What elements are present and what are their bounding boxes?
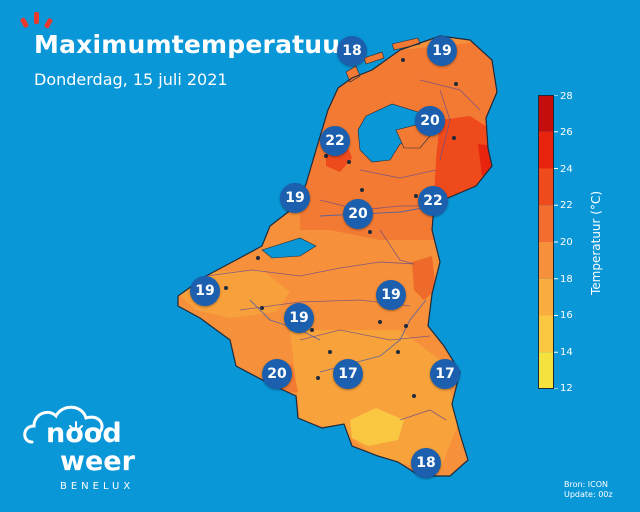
city-dot [347, 160, 351, 164]
logo-word-weer: weer [60, 446, 135, 477]
city-dot [368, 230, 372, 234]
map-date: Donderdag, 15 juli 2021 [34, 70, 228, 89]
colorbar-tick-label: 12 [560, 383, 573, 394]
temp-marker[interactable]: 22 [418, 186, 448, 216]
temp-marker[interactable]: 19 [280, 183, 310, 213]
temp-marker[interactable]: 19 [284, 303, 314, 333]
colorbar-segment [538, 205, 554, 242]
noodweer-logo[interactable]: nood weer BENELUX [20, 398, 150, 498]
colorbar-tick-label: 16 [560, 310, 573, 321]
temp-marker[interactable]: 22 [320, 126, 350, 156]
temp-zone-20-22-meuse [412, 256, 436, 300]
island-texel [345, 65, 361, 83]
borders [205, 79, 481, 421]
source-model: Bron: ICON [564, 480, 609, 489]
colorbar-segment [538, 315, 554, 353]
city-dot [396, 350, 400, 354]
temp-marker[interactable]: 19 [190, 276, 220, 306]
colorbar-tick-label: 22 [560, 200, 573, 211]
zeeland-water [261, 237, 317, 259]
city-dot [328, 350, 332, 354]
temp-marker[interactable]: 20 [343, 199, 373, 229]
colorbar-tick-label: 14 [560, 347, 573, 358]
city-dot [260, 306, 264, 310]
colorbar-segment [538, 242, 554, 279]
temp-marker[interactable]: 18 [337, 36, 367, 66]
map-title: Maximumtemperatuur [34, 30, 353, 59]
temp-marker[interactable]: 18 [411, 448, 441, 478]
city-dot [452, 136, 456, 140]
temp-marker[interactable]: 20 [262, 359, 292, 389]
island-terschelling [391, 37, 421, 51]
brand-mark-icon [20, 12, 53, 29]
colorbar-tick-label: 26 [560, 127, 573, 138]
river-waal [319, 205, 435, 217]
city-dot [414, 194, 418, 198]
border-nl-be [205, 261, 415, 277]
city-dot [378, 320, 382, 324]
temp-marker[interactable]: 19 [376, 280, 406, 310]
colorbar-frame [538, 95, 554, 389]
temp-marker[interactable]: 19 [427, 36, 457, 66]
city-dot [401, 58, 405, 62]
temp-zone-22-24-east [434, 116, 496, 200]
city-dot [360, 188, 364, 192]
city-dot [324, 154, 328, 158]
border-drenthe [439, 89, 451, 161]
colorbar-tick-label: 24 [560, 164, 573, 175]
logo-word-benelux: BENELUX [60, 481, 135, 492]
city-dot [310, 328, 314, 332]
border-brabant-limburg [379, 229, 415, 265]
source-update: Update: 00z [564, 490, 613, 499]
city-dot [454, 82, 458, 86]
colorbar-segment [538, 95, 554, 132]
data-source: Bron: ICON Update: 00z [564, 480, 613, 500]
temperature-colorbar [538, 95, 558, 389]
colorbar-segment [538, 131, 554, 169]
temp-marker[interactable]: 17 [430, 359, 460, 389]
temp-zone-16-18-south [290, 330, 460, 470]
temp-zone-14-16-ardennes [350, 408, 404, 446]
temp-marker[interactable]: 20 [415, 106, 445, 136]
island-vlieland [363, 51, 385, 65]
border-utrecht [359, 169, 437, 179]
border-holland-brabant [319, 199, 434, 211]
city-dot [404, 324, 408, 328]
colorbar-title: Temperatuur (°C) [589, 190, 603, 296]
colorbar-tick-label: 18 [560, 274, 573, 285]
border-namur-liege [299, 329, 431, 341]
colorbar-segment [538, 168, 554, 206]
logo-word-nood: nood [46, 418, 122, 449]
colorbar-segment [538, 278, 554, 316]
border-luxembourg [399, 409, 447, 421]
ijsselmeer [357, 103, 427, 163]
colorbar-tick-label: 28 [560, 91, 573, 102]
city-dot [224, 286, 228, 290]
temp-marker[interactable]: 17 [333, 359, 363, 389]
colorbar-tick-label: 20 [560, 237, 573, 248]
border-friesland-groningen [419, 79, 481, 111]
city-dot [412, 394, 416, 398]
city-dot [256, 256, 260, 260]
city-dot [316, 376, 320, 380]
colorbar-segment [538, 352, 554, 389]
cloud-icon [23, 405, 104, 444]
land-outline [177, 35, 498, 477]
